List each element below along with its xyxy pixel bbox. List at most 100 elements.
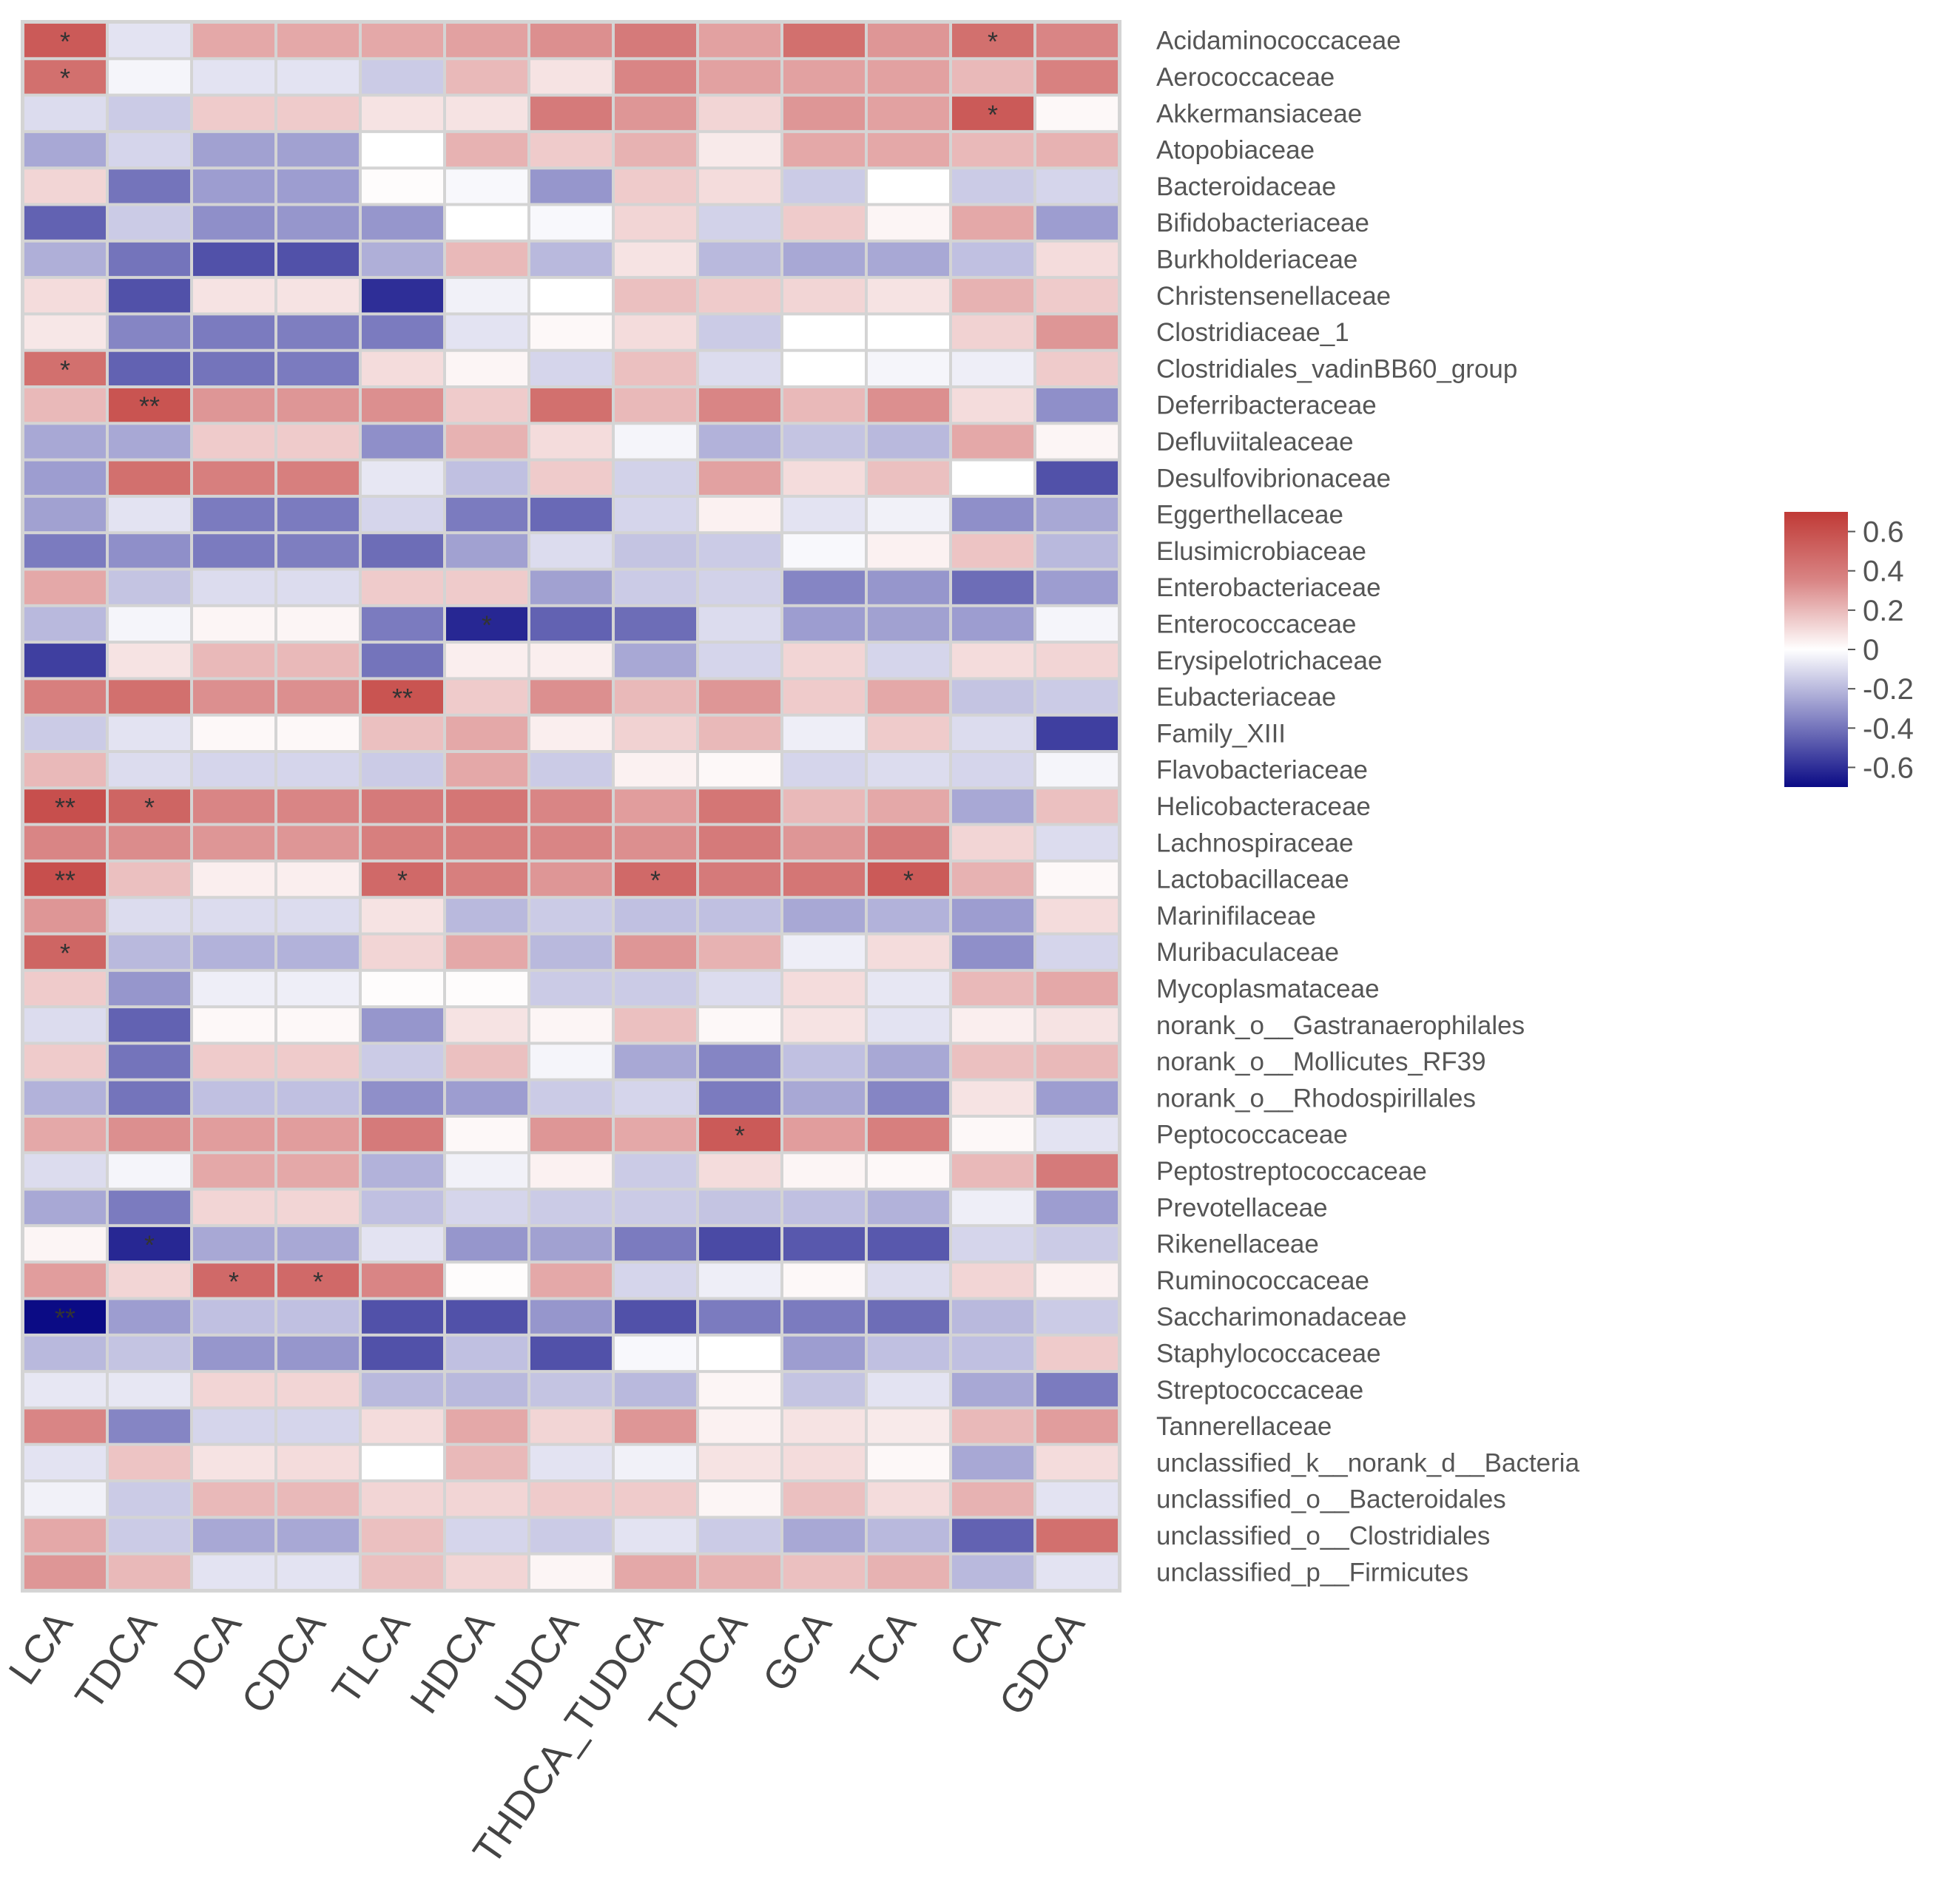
heatmap-cell [277,570,359,604]
heatmap-cell [952,899,1033,933]
heatmap-cell [952,1263,1033,1297]
heatmap-cell [446,497,527,532]
heatmap-cell [193,1336,274,1371]
heatmap-cell [783,1263,865,1297]
heatmap-cell [868,169,949,203]
heatmap-cell [24,1373,106,1407]
heatmap-cell [362,497,443,532]
heatmap-cell [24,388,106,422]
heatmap-cell [952,132,1033,167]
heatmap-cell [362,862,443,897]
heatmap-cell [783,1373,865,1407]
heatmap-cell [24,1190,106,1224]
heatmap-cell [615,1081,696,1115]
heatmap-cell [193,1373,274,1407]
heatmap-cell [193,1409,274,1443]
heatmap-cell [193,1044,274,1078]
heatmap-cell [783,971,865,1006]
heatmap-cell [699,461,780,495]
heatmap-cell [362,1519,443,1553]
heatmap-cell [615,826,696,860]
heatmap-cell [952,826,1033,860]
heatmap-cell [615,1190,696,1224]
heatmap-cell [783,279,865,313]
heatmap-cell [109,388,190,422]
heatmap-cell [952,935,1033,969]
heatmap-cell [109,1373,190,1407]
heatmap-cell [277,862,359,897]
heatmap-cell [1036,497,1118,532]
row-label: Clostridiaceae_1 [1156,318,1349,347]
heatmap-cell [530,716,612,750]
heatmap-cell [109,789,190,823]
heatmap-cell [1036,1190,1118,1224]
heatmap-cell [277,607,359,641]
heatmap-cell [699,899,780,933]
heatmap-cell [24,1445,106,1479]
heatmap-cell [193,1519,274,1553]
heatmap-cell [615,789,696,823]
heatmap-cell [193,716,274,750]
heatmap-cell [362,1081,443,1115]
heatmap-cell [446,425,527,459]
heatmap-cell [362,388,443,422]
heatmap-cell [446,644,527,678]
heatmap-cell [615,1300,696,1334]
heatmap-cell [277,1190,359,1224]
heatmap-cell [109,1300,190,1334]
heatmap-cell [868,1519,949,1553]
heatmap-cell [868,1555,949,1589]
heatmap-cell [446,242,527,277]
heatmap-cell [783,1190,865,1224]
heatmap-cell [952,169,1033,203]
heatmap-cell [783,1118,865,1152]
row-label: unclassified_o__Clostridiales [1156,1522,1490,1550]
heatmap-cell [277,1373,359,1407]
heatmap-cell [615,607,696,641]
heatmap-cell [699,1445,780,1479]
heatmap-cell [1036,169,1118,203]
heatmap-cell [952,971,1033,1006]
heatmap-cell [193,971,274,1006]
heatmap-cell [446,388,527,422]
heatmap-cell [24,461,106,495]
colorbar: 0.6 0.4 0.2 0 -0.2 -0.4 -0.6 [1784,512,1914,787]
heatmap-cell [24,1482,106,1516]
significance-mark: * [650,865,661,896]
heatmap-cell [193,351,274,385]
heatmap-cell [277,716,359,750]
heatmap-cell [109,351,190,385]
row-label: Family_XIII [1156,719,1286,748]
heatmap-cell [362,315,443,349]
heatmap-cell [109,716,190,750]
heatmap-cell [362,1118,443,1152]
heatmap-cell [1036,1263,1118,1297]
heatmap-cell [193,607,274,641]
heatmap-cell [530,60,612,94]
heatmap-cell [109,60,190,94]
heatmap-cell [109,1044,190,1078]
heatmap-cell [868,1081,949,1115]
heatmap-cell [277,315,359,349]
heatmap-cell [193,1154,274,1188]
heatmap-cell [868,680,949,714]
heatmap-cell [24,351,106,385]
heatmap-cell [193,1190,274,1224]
heatmap-cell [109,1118,190,1152]
heatmap-cell [783,425,865,459]
heatmap-cell [615,1519,696,1553]
heatmap-cell [446,1154,527,1188]
heatmap-cell [24,862,106,897]
column-label: GDCA [991,1603,1093,1723]
heatmap-cell [446,826,527,860]
heatmap-cell [615,1118,696,1152]
colorbar-tick-label: 0 [1863,634,1879,666]
heatmap-cell [615,1263,696,1297]
heatmap-cell [783,1226,865,1261]
row-label: Erysipelotrichaceae [1156,647,1382,675]
heatmap-cell [699,1226,780,1261]
heatmap-cell [1036,351,1118,385]
heatmap-cell [109,826,190,860]
heatmap-cell [193,862,274,897]
heatmap-cell [24,1118,106,1152]
